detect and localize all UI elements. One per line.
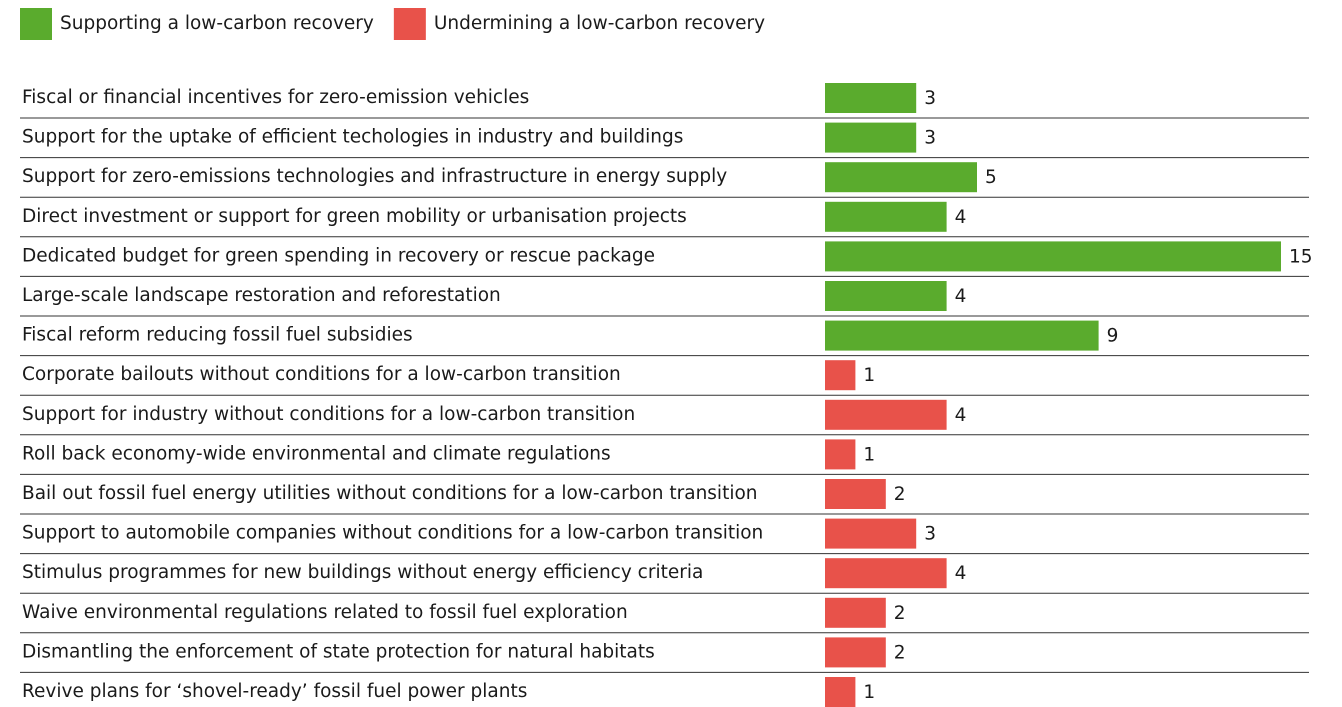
category-label: Support for industry without conditions …	[22, 404, 635, 425]
value-label: 3	[924, 128, 936, 149]
value-label: 4	[955, 286, 967, 307]
bar	[825, 479, 886, 509]
legend-label: Supporting a low-carbon recovery	[60, 13, 374, 34]
value-label: 1	[863, 682, 875, 703]
category-label: Waive environmental regulations related …	[22, 602, 628, 623]
category-label: Corporate bailouts without conditions fo…	[22, 364, 621, 385]
value-label: 15	[1289, 246, 1313, 267]
value-label: 9	[1107, 326, 1119, 347]
bar	[825, 83, 917, 113]
bar	[825, 518, 917, 549]
value-label: 2	[894, 642, 906, 663]
value-label: 4	[955, 405, 967, 426]
category-label: Support for the uptake of efficient tech…	[22, 127, 683, 148]
bar	[825, 637, 886, 668]
category-label: Support to automobile companies without …	[22, 523, 763, 544]
category-label: Support for zero-emissions technologies …	[22, 166, 727, 187]
category-label: Fiscal or financial incentives for zero-…	[22, 87, 529, 108]
value-label: 1	[863, 444, 875, 465]
category-label: Large-scale landscape restoration and re…	[22, 285, 501, 306]
bar	[825, 558, 947, 589]
bar	[825, 439, 856, 470]
value-label: 5	[985, 167, 997, 188]
bar	[825, 320, 1099, 351]
value-label: 3	[924, 88, 936, 109]
value-label: 2	[894, 484, 906, 505]
category-label: Revive plans for ‘shovel-ready’ fossil f…	[22, 681, 527, 702]
bar	[825, 162, 977, 193]
category-label: Stimulus programmes for new buildings wi…	[22, 562, 703, 583]
bar	[825, 360, 856, 391]
bar	[825, 399, 947, 430]
value-label: 4	[955, 207, 967, 228]
value-label: 2	[894, 603, 906, 624]
bar	[825, 201, 947, 232]
bar	[825, 677, 856, 707]
value-label: 4	[955, 563, 967, 584]
category-label: Dismantling the enforcement of state pro…	[22, 641, 655, 662]
value-label: 1	[863, 365, 875, 386]
bar	[825, 122, 917, 153]
category-label: Dedicated budget for green spending in r…	[22, 245, 655, 266]
category-label: Fiscal reform reducing fossil fuel subsi…	[22, 325, 413, 346]
value-label: 3	[924, 524, 936, 545]
bar	[825, 241, 1281, 272]
category-label: Bail out fossil fuel energy utilities wi…	[22, 483, 758, 504]
bar	[825, 597, 886, 628]
legend-swatch	[393, 8, 426, 40]
category-label: Direct investment or support for green m…	[22, 206, 687, 227]
category-label: Roll back economy-wide environmental and…	[22, 443, 611, 464]
legend-label: Undermining a low-carbon recovery	[434, 13, 765, 34]
bar	[825, 281, 947, 311]
legend-swatch	[20, 8, 52, 40]
